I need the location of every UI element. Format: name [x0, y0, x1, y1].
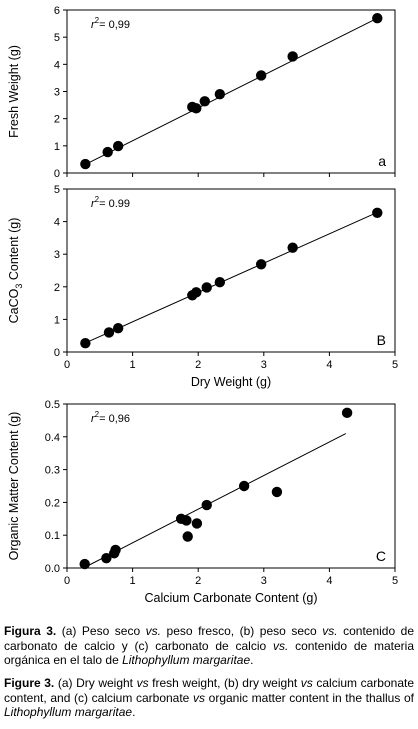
caption-italic-text: Lithophyllum margaritae [4, 705, 133, 719]
plot-frame [66, 188, 396, 353]
data-point [214, 89, 226, 100]
data-point [181, 515, 192, 526]
data-point [182, 531, 193, 542]
chart-panel-C: 0.0 0.1 0.2 0.3 0.4 0.5 0 1 2 3 4 5 r2= 0,96 C Organic… [7, 399, 398, 605]
caption-italic-text: vs. [145, 624, 162, 638]
y-tick-label: 1 [54, 314, 60, 326]
data-point [112, 323, 124, 334]
y-tick-label: 3 [54, 87, 60, 99]
panel-label: a [378, 153, 386, 169]
data-point [112, 140, 124, 152]
x-tick-label: 3 [261, 359, 267, 371]
caption-spanish: Figura 3. (a) Peso seco vs. peso fresco,… [4, 624, 415, 667]
data-point [287, 51, 298, 62]
caption-english: Figure 3. (a) Dry weight vs fresh weight… [4, 676, 415, 719]
y-tick-label: 0 [54, 168, 60, 180]
caption-italic-text: vs [193, 690, 205, 705]
y-tick-label: 0.4 [45, 432, 60, 444]
y-tick-label: 5 [54, 32, 60, 44]
data-point [79, 558, 90, 570]
data-point [214, 277, 226, 288]
x-tick-label: 4 [326, 359, 332, 371]
x-tick-label: 5 [392, 359, 398, 371]
x-tick-label: 5 [392, 575, 398, 587]
panel-label: C [376, 548, 386, 564]
y-tick-label: 6 [54, 5, 60, 17]
x-tick-label: 4 [326, 575, 332, 587]
chart-panel-a: 0 1 2 3 4 5 6 r2= 0,99 a Fresh Weight (g) [7, 5, 396, 180]
y-tick-label: 2 [54, 114, 60, 126]
data-point [341, 407, 353, 419]
data-point [372, 12, 383, 24]
x-tick-label: 0 [64, 359, 70, 371]
r-squared-annotation: r2= 0.99 [91, 195, 130, 210]
y-tick-label: 3 [54, 249, 60, 261]
caption-label: Figura 3. [4, 624, 57, 638]
regression-line [83, 433, 347, 569]
y-axis-label: Fresh Weight (g) [7, 45, 21, 138]
regression-line [83, 211, 379, 345]
x-tick-label: 2 [195, 575, 201, 587]
data-point [191, 103, 202, 114]
y-tick-label: 1 [54, 141, 60, 153]
y-tick-label: 0.2 [45, 497, 60, 509]
caption-italic-text: Lithophyllum margaritae [122, 653, 251, 667]
x-tick-label: 2 [195, 359, 201, 371]
data-point [201, 499, 212, 511]
y-tick-label: 2 [54, 282, 60, 294]
caption-italic-text: vs [136, 676, 149, 690]
data-point [255, 70, 267, 81]
data-point [103, 327, 115, 338]
x-tick-label: 1 [130, 359, 136, 371]
caption-label: Figure 3. [4, 676, 55, 690]
plot-frame [66, 403, 396, 569]
data-point [238, 480, 250, 492]
y-tick-label: 5 [54, 184, 60, 196]
data-point [255, 259, 267, 270]
y-axis-label: CaCO3 Content (g) [7, 218, 24, 324]
y-tick-label: 0 [54, 347, 60, 359]
caption-italic-text: vs. [322, 624, 338, 638]
data-point [110, 544, 121, 556]
y-tick-label: 0.5 [45, 399, 60, 411]
regression-line [83, 17, 379, 166]
figure-3: 0 1 2 3 4 5 6 r2= 0,99 a Fresh Weight (g) 0 1 2 3 4 5 0 1… [7, 5, 398, 605]
data-point [372, 207, 383, 218]
data-point [80, 158, 91, 170]
y-axis-label: Organic Matter Content (g) [7, 412, 21, 561]
chart-panel-B: 0 1 2 3 4 5 0 1 2 3 4 5 r2= 0.99 B CaCO3 Content (g) Dr… [7, 184, 398, 389]
x-tick-label: 3 [261, 575, 267, 587]
x-axis-label: Calcium Carbonate Content (g) [145, 591, 318, 605]
data-point [191, 518, 203, 529]
caption-italic-text: vs [300, 676, 313, 690]
y-tick-label: 0.3 [45, 465, 60, 477]
y-tick-label: 0.0 [45, 563, 60, 575]
x-axis-label: Dry Weight (g) [191, 375, 271, 389]
data-point [191, 287, 202, 298]
r-squared-annotation: r2= 0,96 [91, 410, 130, 425]
caption-italic-text: vs. [272, 638, 289, 653]
data-point [271, 486, 283, 498]
r-squared-annotation: r2= 0,99 [91, 16, 130, 31]
data-point [80, 337, 91, 349]
data-point [102, 146, 113, 158]
data-point [201, 282, 212, 293]
x-tick-label: 0 [64, 575, 70, 587]
y-tick-label: 0.1 [45, 530, 60, 542]
y-tick-label: 4 [54, 59, 60, 71]
y-tick-label: 4 [54, 217, 60, 229]
data-point [199, 96, 210, 107]
data-point [287, 242, 298, 253]
data-point [101, 552, 112, 564]
panel-label: B [377, 332, 386, 348]
x-tick-label: 1 [130, 575, 136, 587]
